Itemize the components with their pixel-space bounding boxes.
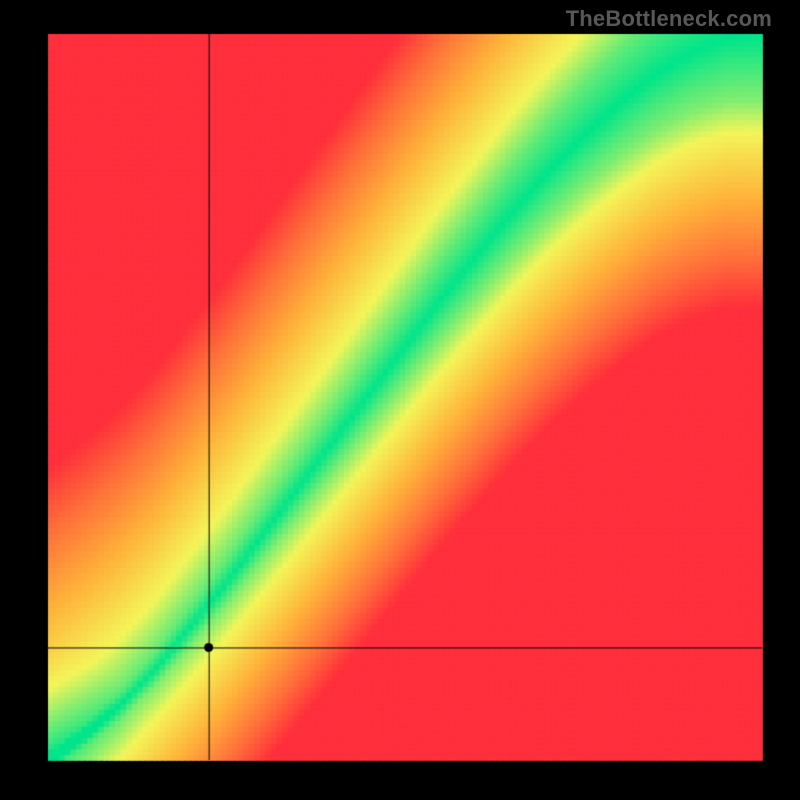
bottleneck-heatmap bbox=[0, 0, 800, 800]
chart-container: TheBottleneck.com bbox=[0, 0, 800, 800]
watermark-text: TheBottleneck.com bbox=[566, 6, 772, 32]
